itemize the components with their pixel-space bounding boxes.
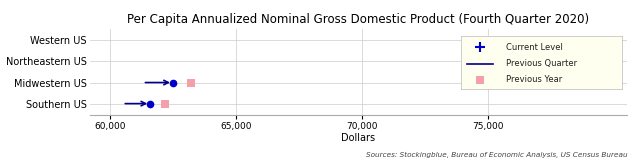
Text: Sources: Stockingblue, Bureau of Economic Analysis, US Census Bureau: Sources: Stockingblue, Bureau of Economi… [365,152,627,158]
Title: Per Capita Annualized Nominal Gross Domestic Product (Fourth Quarter 2020): Per Capita Annualized Nominal Gross Dome… [127,13,589,26]
X-axis label: Dollars: Dollars [341,132,376,143]
